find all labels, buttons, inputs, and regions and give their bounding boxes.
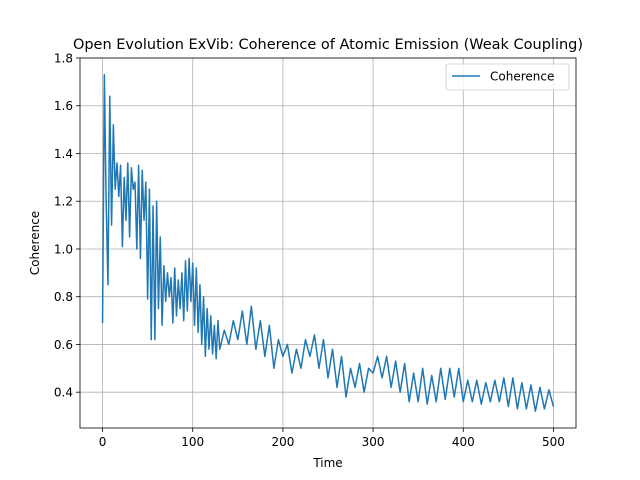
legend: Coherence xyxy=(445,63,570,91)
legend-box xyxy=(445,63,570,91)
x-axis-label: Time xyxy=(312,456,342,470)
tick-layer: 0 100 200 300 400 500 0.4 0.6 0.8 1.0 1.2 1.4 1.6 1.8 xyxy=(54,52,565,450)
x-tick-label: 0 xyxy=(99,435,107,449)
y-tick-label: 0.6 xyxy=(54,338,73,352)
y-tick-label: 1.2 xyxy=(54,195,73,209)
legend-label: Coherence xyxy=(490,70,554,84)
x-tick-label: 100 xyxy=(181,435,204,449)
series-layer xyxy=(101,73,555,413)
y-tick-label: 0.4 xyxy=(54,386,73,400)
series-line-coherence xyxy=(101,73,555,413)
x-tick-label: 400 xyxy=(452,435,475,449)
y-axis-label: Coherence xyxy=(28,211,42,275)
y-tick-label: 1.0 xyxy=(54,242,73,256)
y-tick-label: 1.4 xyxy=(54,147,73,161)
plot-frame xyxy=(79,57,577,429)
x-tick-label: 200 xyxy=(271,435,294,449)
x-tick-label: 300 xyxy=(362,435,385,449)
y-tick-label: 1.6 xyxy=(54,99,73,113)
chart-title: Open Evolution ExVib: Coherence of Atomi… xyxy=(73,37,583,53)
y-tick-label: 1.8 xyxy=(54,52,73,66)
x-tick-label: 500 xyxy=(542,435,565,449)
y-tick-label: 0.8 xyxy=(54,290,73,304)
